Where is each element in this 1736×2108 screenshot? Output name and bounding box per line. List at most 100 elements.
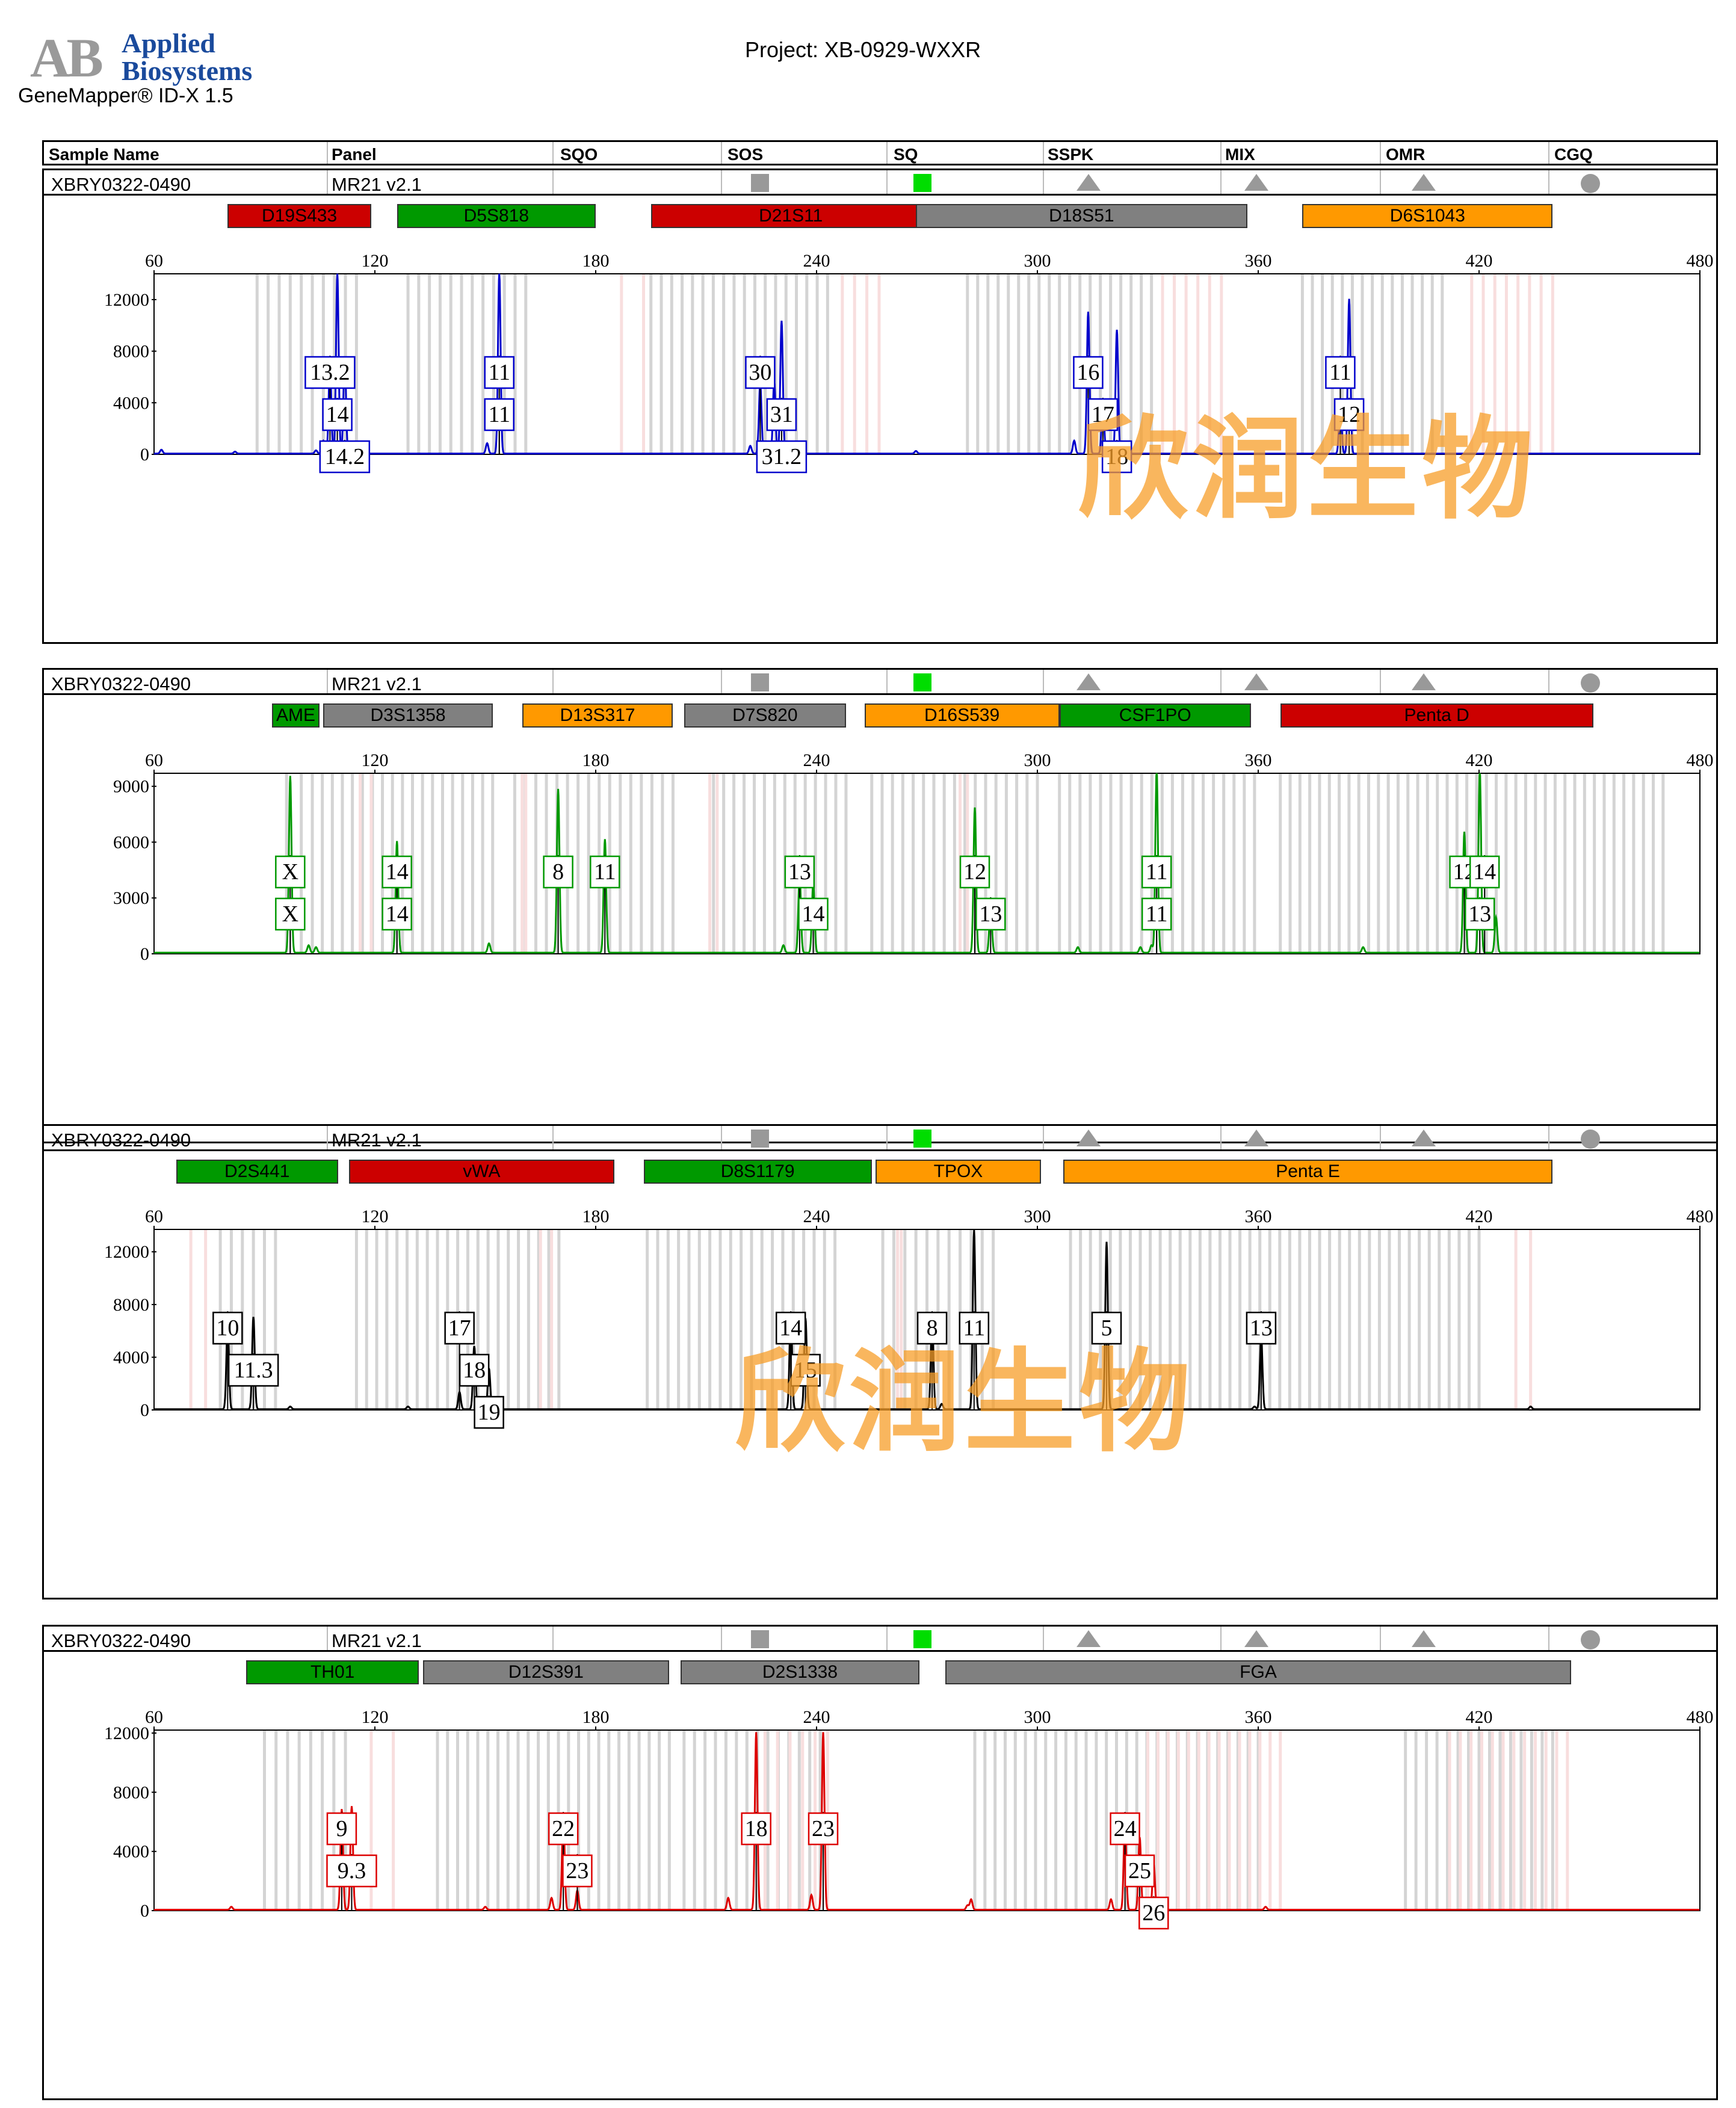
allele-call-box [590, 855, 620, 889]
warning-triangle-icon[interactable] [1244, 174, 1268, 191]
column-header-mix[interactable]: MIX [1225, 145, 1255, 164]
allele-call-label: 14 [802, 901, 824, 927]
column-header-sqo[interactable]: SQO [560, 145, 598, 164]
marker-d18s51[interactable]: D18S51 [916, 204, 1247, 228]
y-tick-label: 12000 [104, 1723, 149, 1743]
sample-name: XBRY0322-0490 [51, 673, 191, 694]
pass-square-icon[interactable] [913, 1630, 931, 1648]
warning-triangle-icon[interactable] [1244, 1130, 1268, 1146]
allele-call-box [562, 1854, 593, 1888]
marker-d5s818[interactable]: D5S818 [397, 204, 596, 228]
column-header-sq[interactable]: SQ [894, 145, 918, 164]
sample-row[interactable]: XBRY0322-0490 MR21 v2.1 [44, 1126, 1716, 1151]
allele-call-label: 9.3 [338, 1858, 366, 1884]
warning-triangle-icon[interactable] [1077, 1630, 1101, 1647]
marker-d2s441[interactable]: D2S441 [176, 1160, 338, 1184]
column-separator [1043, 142, 1044, 164]
sample-row[interactable]: XBRY0322-0490 MR21 v2.1 [44, 670, 1716, 695]
warning-triangle-icon[interactable] [1412, 174, 1436, 191]
marker-fga[interactable]: FGA [945, 1660, 1571, 1684]
sample-row[interactable]: XBRY0322-0490 MR21 v2.1 [44, 1627, 1716, 1652]
x-tick-label: 120 [362, 1707, 389, 1727]
marker-d16s539[interactable]: D16S539 [864, 703, 1060, 728]
column-separator [721, 142, 722, 164]
marker-penta-e[interactable]: Penta E [1063, 1160, 1553, 1184]
marker-csf1po[interactable]: CSF1PO [1059, 703, 1251, 728]
marker-d2s1338[interactable]: D2S1338 [680, 1660, 920, 1684]
marker-d7s820[interactable]: D7S820 [684, 703, 846, 728]
warning-triangle-icon[interactable] [1077, 174, 1101, 191]
sample-name: XBRY0322-0490 [51, 1630, 191, 1651]
gray-circle-icon[interactable] [1581, 1630, 1600, 1649]
x-tick-label: 480 [1687, 1707, 1714, 1727]
allele-call-label: 14 [326, 402, 349, 427]
marker-d12s391[interactable]: D12S391 [422, 1660, 670, 1684]
gray-circle-icon[interactable] [1581, 1130, 1600, 1149]
marker-vwa[interactable]: vWA [349, 1160, 614, 1184]
app-name: GeneMapper® ID-X 1.5 [18, 84, 233, 107]
applied-biosystems-logo: AB Applied Biosystems [30, 27, 283, 90]
marker-d3s1358[interactable]: D3S1358 [323, 703, 493, 728]
svg-text:Applied: Applied [122, 28, 215, 58]
pass-square-icon[interactable] [913, 174, 931, 192]
gray-square-icon[interactable] [751, 174, 769, 192]
warning-triangle-icon[interactable] [1077, 1130, 1101, 1146]
column-separator [1220, 1126, 1222, 1149]
electropherogram: 60 120 180 240 300 360 420 480 0 3000 6000 9000 XX 14… [113, 750, 1714, 964]
panel-name: MR21 v2.1 [332, 673, 422, 694]
sample-row[interactable]: XBRY0322-0490 MR21 v2.1 [44, 170, 1716, 196]
allele-call-label: 17 [1092, 402, 1114, 427]
x-tick-label: 300 [1024, 750, 1051, 770]
marker-th01[interactable]: TH01 [246, 1660, 419, 1684]
column-header-omr[interactable]: OMR [1386, 145, 1426, 164]
marker-d6s1043[interactable]: D6S1043 [1302, 204, 1553, 228]
column-separator [1043, 1126, 1044, 1149]
gray-square-icon[interactable] [751, 673, 769, 691]
allele-call-box [1141, 897, 1172, 931]
allele-call-label: 11 [1146, 859, 1168, 885]
column-separator [1220, 142, 1222, 164]
column-separator [1380, 170, 1381, 194]
warning-triangle-icon[interactable] [1412, 1130, 1436, 1146]
warning-triangle-icon[interactable] [1412, 673, 1436, 690]
gray-circle-icon[interactable] [1581, 174, 1600, 193]
column-separator [721, 670, 722, 693]
allele-call-label: 17 [448, 1315, 471, 1341]
allele-call-box [1141, 855, 1172, 889]
column-header-sos[interactable]: SOS [727, 145, 764, 164]
x-tick-label: 480 [1687, 251, 1714, 271]
gray-circle-icon[interactable] [1581, 673, 1600, 693]
marker-tpox[interactable]: TPOX [875, 1160, 1042, 1184]
gray-square-icon[interactable] [751, 1630, 769, 1648]
pass-square-icon[interactable] [913, 1130, 931, 1148]
marker-d8s1179[interactable]: D8S1179 [643, 1160, 872, 1184]
column-header-sspk[interactable]: SSPK [1048, 145, 1094, 164]
allele-call-box [381, 897, 412, 931]
allele-call-box [1101, 440, 1132, 474]
allele-call-box [1073, 356, 1104, 389]
marker-d13s317[interactable]: D13S317 [522, 703, 673, 728]
column-header-cgq[interactable]: CGQ [1554, 145, 1593, 164]
warning-triangle-icon[interactable] [1244, 673, 1268, 690]
pass-square-icon[interactable] [913, 673, 931, 691]
x-tick-label: 420 [1466, 1707, 1493, 1727]
warning-triangle-icon[interactable] [1412, 1630, 1436, 1647]
marker-d21s11[interactable]: D21S11 [650, 204, 931, 228]
x-tick-label: 60 [145, 251, 163, 271]
watermark: 欣润生物 [1077, 404, 1537, 534]
allele-call-label: 11.3 [234, 1358, 273, 1383]
allele-call-label: 18 [463, 1358, 486, 1383]
y-tick-label: 8000 [113, 342, 149, 362]
column-header-sample-name[interactable]: Sample Name [49, 145, 159, 164]
warning-triangle-icon[interactable] [1244, 1630, 1268, 1647]
column-separator [1043, 1627, 1044, 1650]
marker-penta-d[interactable]: Penta D [1280, 703, 1593, 728]
allele-call-box [916, 1311, 948, 1345]
marker-ame[interactable]: AME [271, 703, 320, 728]
warning-triangle-icon[interactable] [1077, 673, 1101, 690]
column-header-panel[interactable]: Panel [332, 145, 377, 164]
marker-d19s433[interactable]: D19S433 [227, 204, 371, 228]
allele-call-label: X [282, 901, 298, 927]
gray-square-icon[interactable] [751, 1130, 769, 1148]
allele-call-box [275, 855, 306, 889]
